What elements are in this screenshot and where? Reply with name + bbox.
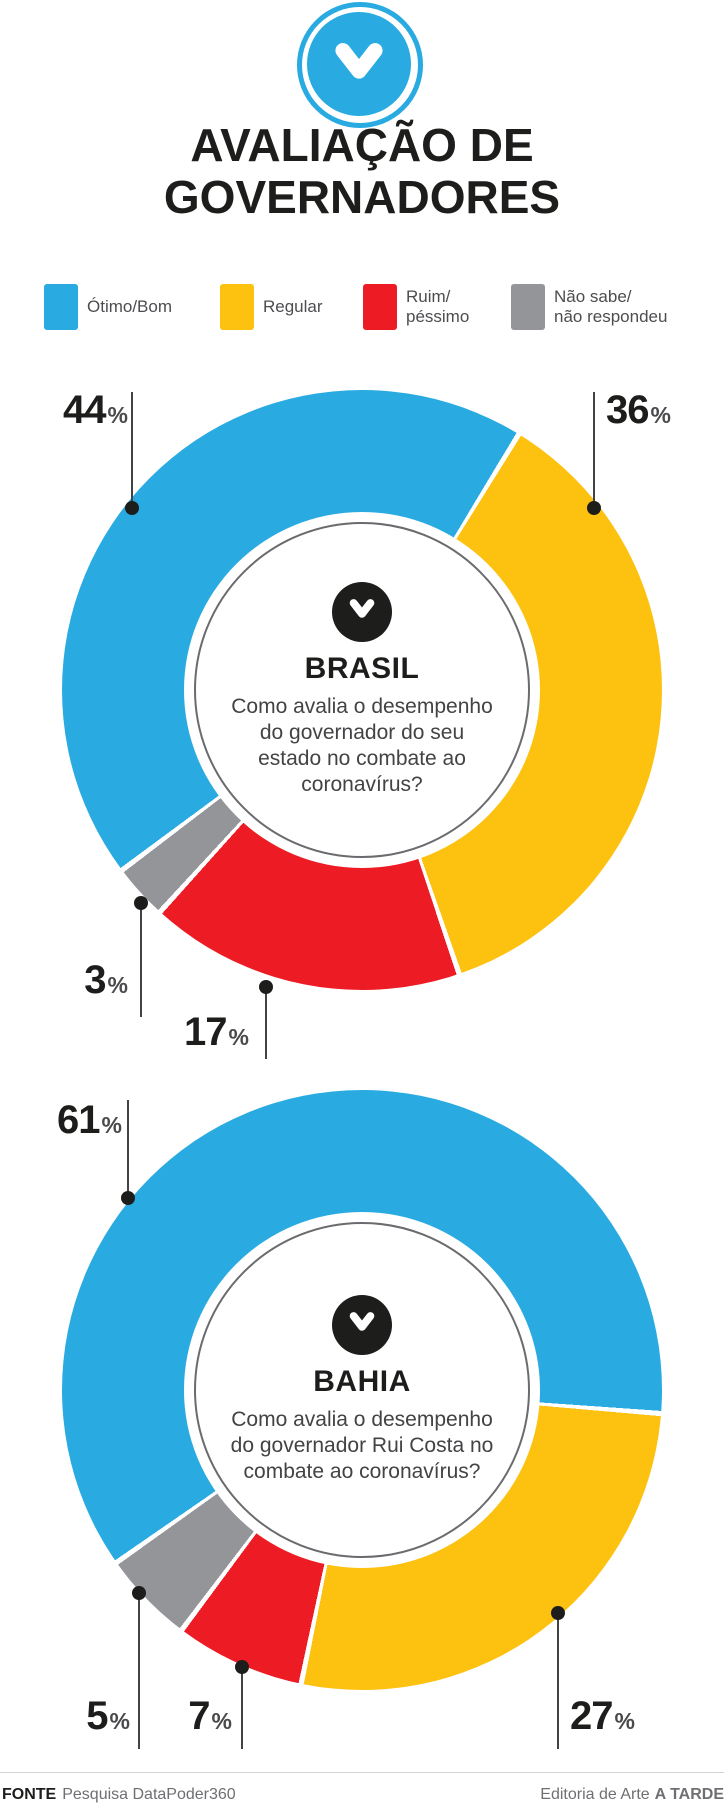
callout-line [557,1613,559,1749]
art-credit: Editoria de Arte A TARDE [540,1786,724,1804]
atarde-badge-icon [332,1294,392,1355]
value: 44 [63,388,106,432]
legend-swatch-red [363,284,397,330]
value: 27 [570,1694,613,1738]
data-label-brasil-regular: 36% [606,388,671,433]
callout-dot [551,1606,565,1620]
percent-sign: % [211,1708,232,1734]
footer: FONTE Pesquisa DataPoder360 Editoria de A… [0,1772,724,1812]
legend: Ótimo/Bom Regular Ruim/ péssimo Não sabe… [0,284,724,338]
chevron-down-icon [347,597,377,626]
legend-item-ruim-pessimo: Ruim/ péssimo [363,284,469,330]
source-credit: FONTE Pesquisa DataPoder360 [2,1786,236,1804]
data-label-bahia-ruim: 7% [150,1694,232,1739]
callout-dot [125,501,139,515]
percent-sign: % [109,1708,130,1734]
callout-line [593,392,595,510]
percent-sign: % [101,1112,122,1138]
callout-dot [235,1660,249,1674]
chart-title-bahia: BAHIA [313,1364,411,1398]
callout-dot [134,896,148,910]
chart-center-bahia: BAHIA Como avalia o desempenho do govern… [194,1222,530,1558]
data-label-brasil-nao-sabe: 3% [40,958,128,1003]
legend-swatch-gray [511,284,545,330]
value: 36 [606,388,649,432]
callout-dot [259,980,273,994]
chart-center-brasil: BRASIL Como avalia o desempenho do gover… [194,522,530,858]
page-title: AVALIAÇÃO DE GOVERNADORES [163,119,561,223]
logo-disc [307,12,411,116]
brand-name: A TARDE [654,1786,724,1803]
callout-line [127,1100,129,1198]
percent-sign: % [107,402,128,428]
chart-question-bahia: Como avalia o desempenho do governador R… [230,1407,494,1484]
percent-sign: % [228,1024,249,1050]
data-label-bahia-regular: 27% [570,1694,635,1739]
data-label-brasil-ruim: 17% [184,1010,249,1055]
source-text: Pesquisa DataPoder360 [62,1786,236,1803]
legend-item-otimo-bom: Ótimo/Bom [44,284,172,330]
legend-item-label: Ruim/ péssimo [406,287,470,326]
value: 3 [84,958,106,1002]
data-label-bahia-otimo: 61% [28,1098,122,1143]
legend-item-nao-sabe: Não sabe/ não respondeu [511,284,667,330]
data-label-brasil-otimo: 44% [28,388,128,433]
legend-item-label: Não sabe/ não respondeu [554,287,668,326]
chevron-down-icon [347,1310,377,1339]
callout-dot [121,1191,135,1205]
atarde-badge-icon [332,581,392,642]
donut-chart-brasil: BRASIL Como avalia o desempenho do gover… [62,390,662,990]
value: 7 [188,1694,210,1738]
value: 5 [86,1694,108,1738]
donut-chart-bahia: BAHIA Como avalia o desempenho do govern… [62,1090,662,1690]
percent-sign: % [650,402,671,428]
source-label: FONTE [2,1786,57,1803]
chart-title-brasil: BRASIL [304,651,420,685]
callout-dot [132,1586,146,1600]
data-label-bahia-nao-sabe: 5% [44,1694,130,1739]
callout-line [241,1667,243,1749]
value: 17 [184,1010,227,1054]
callout-dot [587,501,601,515]
callout-line [265,987,267,1059]
legend-item-regular: Regular [220,284,323,330]
legend-swatch-yellow [220,284,254,330]
value: 61 [57,1098,100,1142]
atarde-logo [297,2,423,128]
callout-line [138,1593,140,1749]
percent-sign: % [107,972,128,998]
legend-item-label: Ótimo/Bom [87,297,173,317]
chart-question-brasil: Como avalia o desempenho do governador d… [231,694,493,797]
percent-sign: % [614,1708,635,1734]
callout-line [140,903,142,1017]
legend-item-label: Regular [263,297,323,317]
legend-swatch-blue [44,284,78,330]
chevron-down-icon [331,39,387,90]
callout-line [131,392,133,510]
credit-text: Editoria de Arte [540,1786,650,1803]
